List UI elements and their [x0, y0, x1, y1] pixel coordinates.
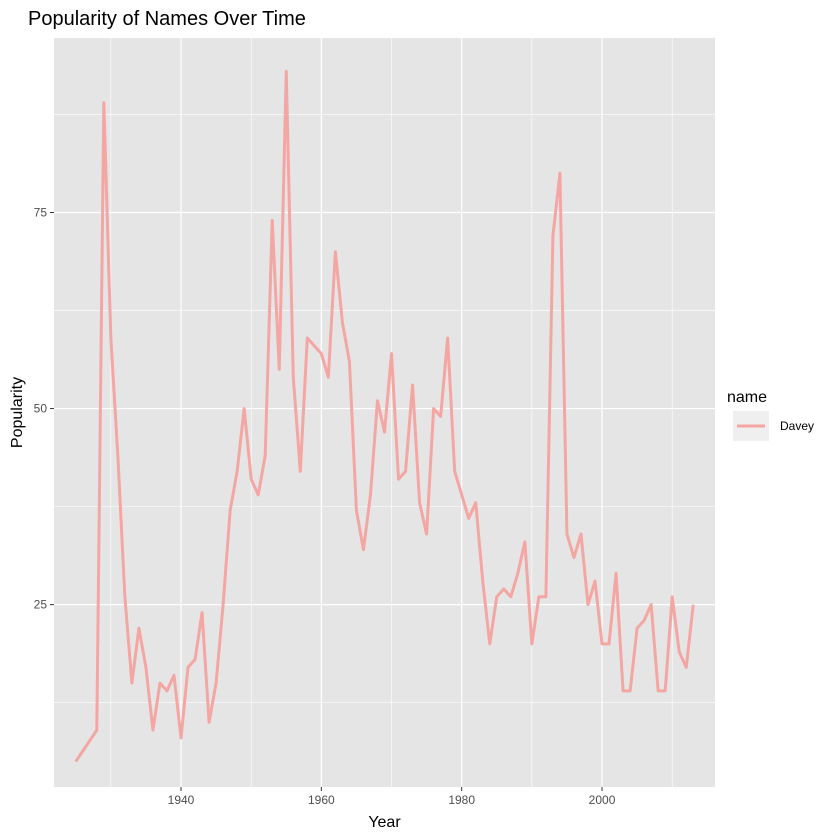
y-axis-title: Popularity: [9, 377, 26, 448]
grid-major: [54, 38, 715, 787]
legend-title: name: [727, 389, 767, 406]
legend: name Davey: [727, 389, 814, 441]
grid-minor: [54, 38, 715, 787]
x-tick-label: 1960: [308, 793, 335, 807]
x-axis-title: Year: [368, 814, 401, 831]
x-tick-label: 1980: [448, 793, 475, 807]
series-line-davey: [74, 69, 695, 763]
y-tick-label: 75: [34, 206, 48, 220]
x-tick-label: 1940: [168, 793, 195, 807]
legend-label-davey: Davey: [780, 419, 814, 433]
chart-title: Popularity of Names Over Time: [28, 8, 306, 30]
plot-panel: [54, 38, 715, 787]
y-axis: 25 50 75: [34, 206, 54, 612]
x-tick-label: 2000: [589, 793, 616, 807]
y-tick-label: 50: [34, 402, 48, 416]
series-layer: [74, 69, 695, 763]
x-axis: 1940 1960 1980 2000: [168, 787, 616, 807]
y-tick-label: 25: [34, 598, 48, 612]
